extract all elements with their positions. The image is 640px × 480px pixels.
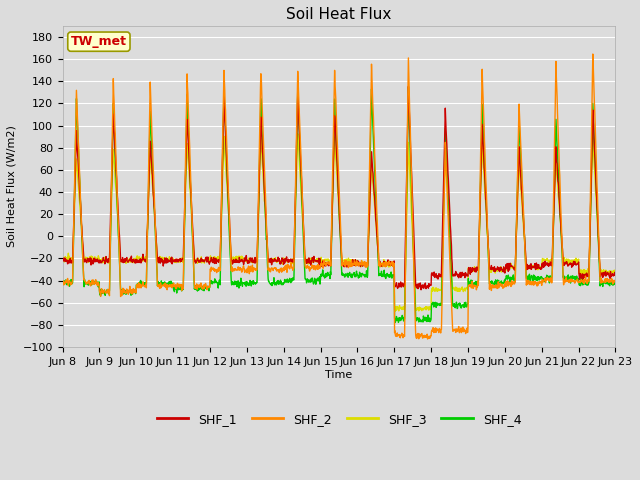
X-axis label: Time: Time: [325, 370, 353, 380]
Legend: SHF_1, SHF_2, SHF_3, SHF_4: SHF_1, SHF_2, SHF_3, SHF_4: [152, 408, 526, 431]
Y-axis label: Soil Heat Flux (W/m2): Soil Heat Flux (W/m2): [7, 125, 17, 247]
Text: TW_met: TW_met: [71, 35, 127, 48]
Title: Soil Heat Flux: Soil Heat Flux: [286, 7, 392, 22]
